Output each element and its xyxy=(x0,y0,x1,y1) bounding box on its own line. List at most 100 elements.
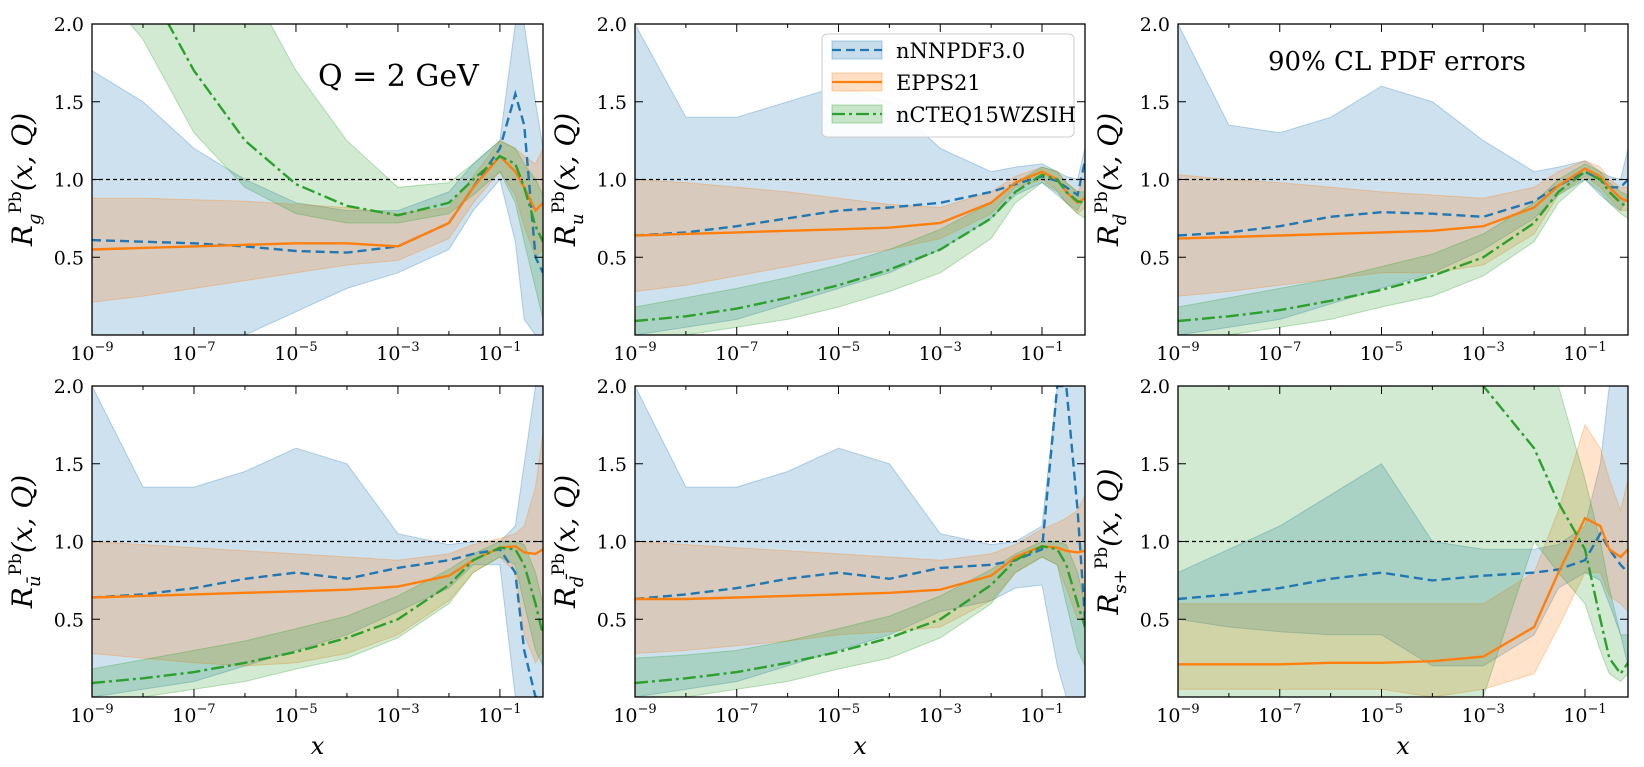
y-axis-label: RgPb(x, Q) xyxy=(6,113,45,247)
band-ncteq15wzsih xyxy=(635,166,1085,335)
x-tick-label: 10−9 xyxy=(70,340,113,365)
x-tick-label: 10−5 xyxy=(817,702,860,727)
y-tick-label: 1.0 xyxy=(54,532,84,554)
central-lines xyxy=(1178,167,1628,323)
y-tick-label: 0.5 xyxy=(1140,609,1170,631)
line-ncteq15wzsih xyxy=(635,544,1085,685)
x-tick-label: 10−5 xyxy=(817,340,860,365)
x-tick-label: 10−7 xyxy=(172,702,215,727)
y-axis-label: RuPb(x, Q) xyxy=(549,113,588,247)
x-tick-label: 10−9 xyxy=(1156,340,1199,365)
y-tick-label: 1.0 xyxy=(1140,532,1170,554)
y-ticks: 0.5 1.0 1.5 2.0 xyxy=(1140,14,1628,269)
band-nnnpdf3-0 xyxy=(92,24,543,335)
legend-entry-epps: EPPS21 xyxy=(831,71,981,95)
y-ticks: 0.5 1.0 1.5 2.0 xyxy=(1140,376,1628,631)
legend-entry-nnnpdf: nNNPDF3.0 xyxy=(831,39,1025,63)
band-nnnpdf3-0 xyxy=(1178,386,1628,667)
x-tick-label: 10−7 xyxy=(172,340,215,365)
central-lines xyxy=(92,540,543,697)
line-nnnpdf3-0 xyxy=(635,160,1085,237)
x-tick-label: 10−7 xyxy=(1258,340,1301,365)
error-bands xyxy=(92,24,543,335)
cl-annotation: 90% CL PDF errors xyxy=(1268,47,1526,77)
central-lines xyxy=(92,24,543,274)
line-ncteq15wzsih xyxy=(635,173,1085,323)
y-tick-label: 1.5 xyxy=(54,92,84,114)
line-ncteq15wzsih xyxy=(1178,170,1628,323)
x-tick-label: 10−3 xyxy=(376,702,419,727)
panel-grid: 10−9 10−7 10−5 10−3 10−1 0.5 1.0 1.5 2.0 RgPb(x, … xyxy=(6,14,1629,760)
y-tick-label: 1.5 xyxy=(597,454,627,476)
y-tick-label: 2.0 xyxy=(597,376,627,398)
x-axis-label: x xyxy=(853,732,867,760)
y-axis-label: RdPb(x, Q) xyxy=(1092,113,1131,247)
x-ticks: 10−9 10−7 10−5 10−3 10−1 xyxy=(1156,386,1607,727)
panel-d-quark: 10−9 10−7 10−5 10−3 10−1 0.5 1.0 1.5 2.0 RdPb(x, … xyxy=(1092,14,1629,365)
band-ncteq15wzsih xyxy=(1178,163,1628,335)
y-tick-label: 2.0 xyxy=(54,376,84,398)
x-tick-label: 10−1 xyxy=(478,702,521,727)
central-lines xyxy=(635,386,1085,685)
legend-label-nnnpdf: nNNPDF3.0 xyxy=(896,39,1025,63)
panel-gluon: 10−9 10−7 10−5 10−3 10−1 0.5 1.0 1.5 2.0 RgPb(x, … xyxy=(6,14,544,365)
x-tick-label: 10−7 xyxy=(1258,702,1301,727)
x-axis-label: x xyxy=(311,732,325,760)
line-ncteq15wzsih xyxy=(167,24,543,243)
y-tick-label: 0.5 xyxy=(54,247,84,269)
central-lines xyxy=(635,160,1085,323)
x-tick-label: 10−1 xyxy=(1020,702,1063,727)
y-axis-label: Rd̄Pb(x, Q) xyxy=(549,475,588,609)
y-tick-label: 2.0 xyxy=(1140,376,1170,398)
panel-s-plus: 10−9 10−7 10−5 10−3 10−1 0.5 1.0 1.5 2.0 Rs+Pb(x,… xyxy=(1092,376,1629,760)
x-tick-label: 10−3 xyxy=(919,702,962,727)
y-tick-label: 1.5 xyxy=(1140,92,1170,114)
line-epps21 xyxy=(635,170,1085,237)
x-tick-label: 10−9 xyxy=(613,340,656,365)
y-tick-label: 1.0 xyxy=(54,170,84,192)
x-tick-label: 10−9 xyxy=(70,702,113,727)
x-ticks: 10−9 10−7 10−5 10−3 10−1 xyxy=(613,386,1064,727)
y-tick-label: 1.0 xyxy=(597,170,627,192)
x-tick-label: 10−9 xyxy=(613,702,656,727)
line-epps21 xyxy=(92,154,543,251)
band-epps21 xyxy=(92,432,543,667)
x-ticks: 10−9 10−7 10−5 10−3 10−1 xyxy=(613,24,1064,365)
line-nnnpdf3-0 xyxy=(92,547,543,697)
legend-label-epps: EPPS21 xyxy=(896,71,981,95)
y-ticks: 0.5 1.0 1.5 2.0 xyxy=(597,14,1085,269)
legend-entry-ncteq: nCTEQ15WZSIH xyxy=(831,103,1076,127)
y-tick-label: 1.5 xyxy=(1140,454,1170,476)
x-tick-label: 10−1 xyxy=(1563,340,1606,365)
line-epps21 xyxy=(1178,167,1628,240)
x-tick-label: 10−1 xyxy=(1563,702,1606,727)
band-epps21 xyxy=(1178,423,1628,697)
y-tick-label: 0.5 xyxy=(597,609,627,631)
x-ticks: 10−9 10−7 10−5 10−3 10−1 xyxy=(70,386,522,727)
x-tick-label: 10−5 xyxy=(1360,340,1403,365)
y-ticks: 0.5 1.0 1.5 2.0 xyxy=(54,14,543,269)
legend-frame xyxy=(821,33,1075,138)
y-tick-label: 2.0 xyxy=(597,14,627,36)
line-epps21 xyxy=(1178,516,1628,666)
x-tick-label: 10−3 xyxy=(919,340,962,365)
line-ncteq15wzsih xyxy=(92,546,543,685)
x-ticks: 10−9 10−7 10−5 10−3 10−1 xyxy=(1156,24,1607,365)
legend-label-ncteq: nCTEQ15WZSIH xyxy=(896,103,1076,127)
x-tick-label: 10−3 xyxy=(376,340,419,365)
x-tick-label: 10−7 xyxy=(715,702,758,727)
panel-u-quark: 10−9 10−7 10−5 10−3 10−1 0.5 1.0 1.5 2.0 RuPb(x, … xyxy=(549,14,1086,365)
y-tick-label: 0.5 xyxy=(1140,247,1170,269)
y-tick-label: 2.0 xyxy=(54,14,84,36)
line-epps21 xyxy=(92,544,543,599)
y-tick-label: 1.5 xyxy=(54,454,84,476)
x-ticks: 10−9 10−7 10−5 10−3 10−1 xyxy=(70,24,522,365)
panel-dbar: 10−9 10−7 10−5 10−3 10−1 0.5 1.0 1.5 2.0 Rd̄Pb(x,… xyxy=(549,376,1086,760)
x-axis-label: x xyxy=(1396,732,1410,760)
y-tick-label: 0.5 xyxy=(597,247,627,269)
y-axis-label: Rs+Pb(x, Q) xyxy=(1092,468,1131,615)
x-tick-label: 10−3 xyxy=(1462,340,1505,365)
line-epps21 xyxy=(635,544,1085,601)
x-tick-label: 10−7 xyxy=(715,340,758,365)
